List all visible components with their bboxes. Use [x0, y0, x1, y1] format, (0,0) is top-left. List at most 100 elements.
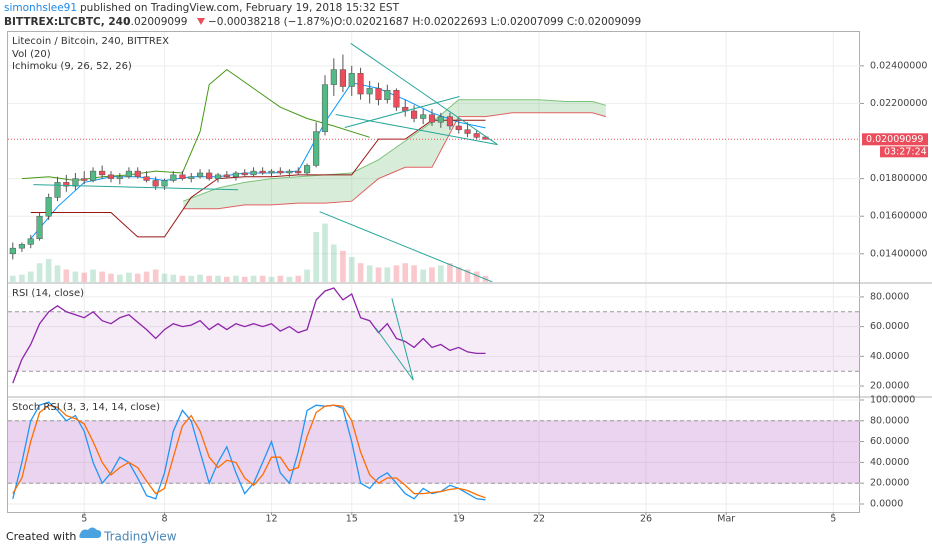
countdown-box: [880, 146, 928, 158]
x-tick-label: 22: [533, 514, 545, 525]
candle-body: [18, 244, 25, 249]
x-tick-label: 8: [161, 514, 167, 525]
y-tick-label: 0.02400000: [870, 60, 927, 71]
candle-body: [170, 174, 177, 181]
indicator-label: Vol (20): [12, 49, 51, 60]
publisher[interactable]: simonhslee91: [4, 2, 77, 14]
volume-bar: [420, 269, 426, 282]
ichimoku-cloud: [183, 99, 606, 209]
y-tick-label: 100.0000: [870, 394, 915, 405]
volume-bar: [152, 269, 159, 282]
trendline: [335, 114, 498, 146]
candle-body: [241, 172, 248, 176]
y-tick-label: 80.0000: [870, 415, 909, 426]
volume-bar: [241, 276, 248, 282]
band-fill: [8, 420, 860, 484]
volume-bar: [215, 275, 221, 282]
trendline: [350, 42, 498, 146]
candle-body: [232, 172, 239, 177]
candle-body: [179, 174, 186, 179]
candle-body: [411, 110, 418, 119]
indicator-line: [12, 401, 486, 501]
indicator-line: [12, 404, 486, 499]
candle-body: [63, 182, 70, 187]
candle-body: [348, 73, 355, 87]
candle-body: [330, 69, 337, 85]
volume-bar: [384, 267, 391, 282]
span-a-line: [183, 99, 607, 202]
volume-bar: [304, 269, 310, 282]
volume-bar: [429, 267, 435, 282]
candle-body: [277, 170, 284, 174]
volume-bar: [45, 259, 52, 282]
candle-body: [206, 172, 213, 179]
plot-frame: [7, 31, 860, 513]
pane: [8, 32, 860, 282]
candle-body: [89, 170, 97, 181]
candle-body: [446, 116, 453, 127]
span-b-line: [183, 112, 607, 210]
volume-bar: [233, 275, 239, 282]
volume-bar: [116, 274, 123, 282]
candle-body: [286, 170, 293, 174]
volume-bar: [90, 269, 96, 282]
candle-body: [45, 197, 52, 217]
candle-body: [375, 88, 382, 100]
candle-body: [384, 90, 391, 100]
volume-bar: [206, 275, 212, 282]
volume-bar: [259, 275, 266, 282]
pane-title: RSI (14, close): [12, 288, 84, 299]
published-note: published on TradingView.com, February 1…: [80, 2, 400, 14]
volume-bar: [27, 271, 34, 282]
volume-bar: [286, 276, 293, 282]
candle-body: [214, 174, 222, 179]
candle-body: [313, 131, 320, 166]
candle-body: [339, 69, 346, 87]
x-tick-label: Mar: [717, 514, 735, 525]
volume-bar: [161, 273, 168, 282]
volume-bar: [340, 250, 346, 282]
symbol: BITTREX:LTCBTC, 240: [4, 16, 130, 28]
candle-body: [303, 165, 311, 174]
candle-body: [107, 174, 115, 179]
candle-body: [36, 215, 43, 240]
volume-bar: [99, 271, 105, 282]
y-tick-label: 0.0000: [870, 498, 903, 509]
volume-bar: [348, 257, 355, 282]
volume-bar: [464, 269, 471, 282]
volume-bar: [447, 263, 453, 282]
volume-bar: [188, 275, 195, 282]
candle-body: [428, 114, 436, 123]
volume-bar: [126, 272, 132, 282]
footer-created: Created with: [6, 530, 76, 543]
candle-body: [366, 88, 373, 95]
last-price-label: 0.02009099: [866, 134, 923, 145]
trendline: [319, 211, 493, 282]
volume-bar: [63, 269, 70, 282]
y-tick-label: 0.01800000: [870, 173, 927, 184]
y-tick-label: 20.0000: [870, 478, 909, 489]
y-tick-label: 60.0000: [870, 321, 909, 332]
candle-body: [223, 174, 230, 177]
last-price-box: [862, 133, 928, 146]
candle-body: [437, 116, 444, 123]
y-tick-label: 40.0000: [870, 351, 909, 362]
x-tick-label: 15: [346, 514, 358, 525]
candle-body: [295, 170, 302, 174]
volume-bar: [19, 274, 25, 282]
volume-bar: [134, 273, 141, 282]
down-arrow: [197, 18, 205, 25]
candle-body: [250, 170, 257, 176]
x-tick-label: 26: [640, 514, 652, 525]
volume-bar: [108, 273, 114, 282]
pane: [8, 398, 860, 512]
pane: [8, 284, 860, 396]
trendline: [33, 184, 239, 191]
footer-brand[interactable]: TradingView: [103, 530, 177, 544]
volume-bar: [277, 275, 284, 282]
indicator-line: [12, 287, 486, 384]
volume-bar: [54, 265, 61, 282]
candle-body: [125, 170, 132, 177]
candle-body: [357, 73, 364, 95]
y-tick-label: 0.01600000: [870, 211, 927, 222]
